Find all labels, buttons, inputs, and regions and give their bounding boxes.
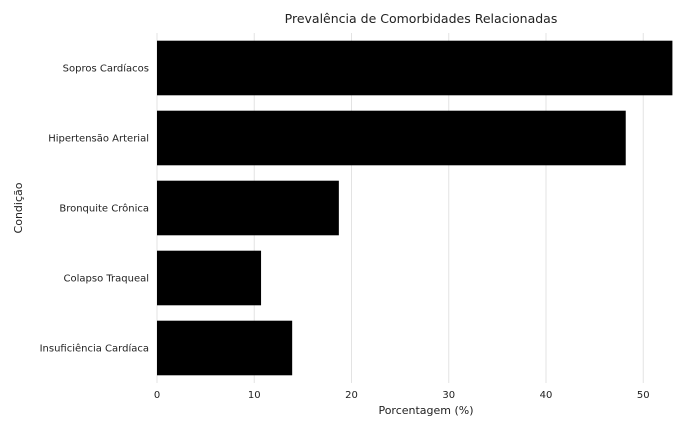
y-axis-ticks: Sopros Cardíacos Hipertensão Arterial Bron…: [40, 63, 149, 355]
x-tick-label: 0: [154, 390, 160, 401]
bar: [157, 40, 673, 96]
y-axis-label: Condição: [12, 182, 25, 233]
y-tick-label: Bronquite Crônica: [59, 203, 149, 215]
x-tick-label: 20: [345, 390, 358, 401]
x-tick-label: 50: [637, 390, 650, 401]
bar: [157, 320, 293, 376]
x-tick-label: 30: [442, 390, 455, 401]
y-tick-label: Insuficiência Cardíaca: [40, 343, 149, 355]
y-tick-label: Sopros Cardíacos: [63, 63, 149, 75]
bars: [157, 40, 673, 376]
bar: [157, 180, 339, 236]
x-axis-label: Porcentagem (%): [378, 404, 473, 417]
x-tick-label: 40: [540, 390, 553, 401]
bar: [157, 110, 626, 166]
bar: [157, 250, 262, 306]
x-tick-label: 10: [248, 390, 261, 401]
chart-title: Prevalência de Comorbidades Relacionadas: [285, 11, 558, 26]
x-axis-ticks: 0 10 20 30 40 50: [154, 390, 650, 401]
y-tick-label: Hipertensão Arterial: [48, 134, 149, 145]
y-tick-label: Colapso Traqueal: [64, 274, 149, 285]
